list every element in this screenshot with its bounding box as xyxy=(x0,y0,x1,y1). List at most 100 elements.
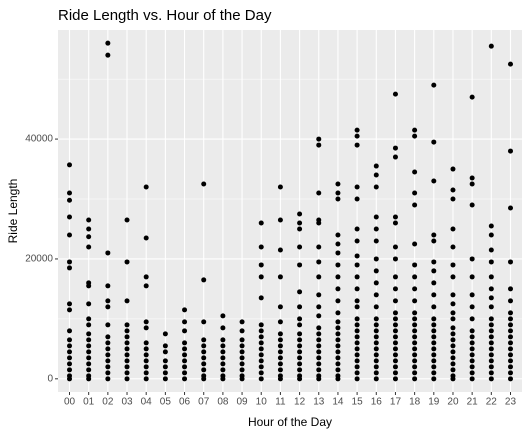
point xyxy=(469,334,475,340)
point xyxy=(469,175,475,181)
point xyxy=(335,262,341,268)
point xyxy=(431,370,437,376)
point xyxy=(258,322,264,328)
point xyxy=(392,322,398,328)
point xyxy=(412,241,418,247)
x-tick-label: 03 xyxy=(121,397,133,408)
point xyxy=(220,337,226,343)
point xyxy=(450,376,456,382)
point xyxy=(86,331,92,337)
point xyxy=(201,319,207,325)
point xyxy=(507,298,513,304)
point xyxy=(450,367,456,373)
point xyxy=(392,91,398,97)
point xyxy=(86,226,92,232)
x-tick-label: 09 xyxy=(237,397,249,408)
point xyxy=(239,337,245,343)
point xyxy=(67,349,73,355)
point xyxy=(412,370,418,376)
point xyxy=(316,142,322,148)
x-tick-label: 23 xyxy=(505,397,517,408)
x-tick-label: 14 xyxy=(332,397,344,408)
point xyxy=(67,307,73,313)
point xyxy=(354,184,360,190)
point xyxy=(373,334,379,340)
point xyxy=(239,367,245,373)
x-tick-label: 20 xyxy=(447,397,459,408)
point xyxy=(277,337,283,343)
point xyxy=(143,364,149,370)
point xyxy=(124,352,130,358)
x-tick-label: 00 xyxy=(64,397,76,408)
point xyxy=(297,244,303,250)
point xyxy=(507,205,513,211)
point xyxy=(431,232,437,238)
point xyxy=(373,292,379,298)
point xyxy=(373,370,379,376)
x-tick-label: 19 xyxy=(428,397,440,408)
point xyxy=(105,346,111,352)
point xyxy=(392,364,398,370)
point xyxy=(392,145,398,151)
point xyxy=(373,184,379,190)
point xyxy=(143,370,149,376)
point xyxy=(67,367,73,373)
point xyxy=(373,340,379,346)
point xyxy=(297,343,303,349)
point xyxy=(67,301,73,307)
point xyxy=(431,340,437,346)
point xyxy=(431,358,437,364)
point xyxy=(105,322,111,328)
point xyxy=(316,376,322,382)
point xyxy=(335,298,341,304)
point xyxy=(488,352,494,358)
x-tick-label: 22 xyxy=(486,397,498,408)
point xyxy=(316,292,322,298)
x-tick-label: 06 xyxy=(179,397,191,408)
point xyxy=(86,355,92,361)
point xyxy=(488,370,494,376)
point xyxy=(335,250,341,256)
point xyxy=(220,367,226,373)
point xyxy=(105,340,111,346)
point xyxy=(297,331,303,337)
point xyxy=(277,217,283,223)
point xyxy=(373,352,379,358)
point xyxy=(316,220,322,226)
point xyxy=(201,337,207,343)
point xyxy=(488,328,494,334)
point xyxy=(316,337,322,343)
point xyxy=(373,358,379,364)
point xyxy=(297,367,303,373)
point xyxy=(67,259,73,265)
point xyxy=(450,262,456,268)
point xyxy=(507,364,513,370)
point xyxy=(450,196,456,202)
point xyxy=(469,274,475,280)
point xyxy=(239,328,245,334)
point xyxy=(239,343,245,349)
point xyxy=(201,277,207,283)
point xyxy=(105,352,111,358)
point xyxy=(373,304,379,310)
point xyxy=(392,334,398,340)
point xyxy=(450,316,456,322)
point xyxy=(488,358,494,364)
point xyxy=(162,349,168,355)
point xyxy=(488,346,494,352)
point xyxy=(488,223,494,229)
point xyxy=(86,337,92,343)
point xyxy=(412,376,418,382)
y-tick-label: 40000 xyxy=(25,134,53,145)
point xyxy=(488,259,494,265)
point xyxy=(431,376,437,382)
point xyxy=(297,304,303,310)
point xyxy=(488,376,494,382)
point xyxy=(488,274,494,280)
point xyxy=(86,376,92,382)
point xyxy=(335,331,341,337)
point xyxy=(412,364,418,370)
point xyxy=(124,358,130,364)
point xyxy=(277,343,283,349)
point xyxy=(143,358,149,364)
